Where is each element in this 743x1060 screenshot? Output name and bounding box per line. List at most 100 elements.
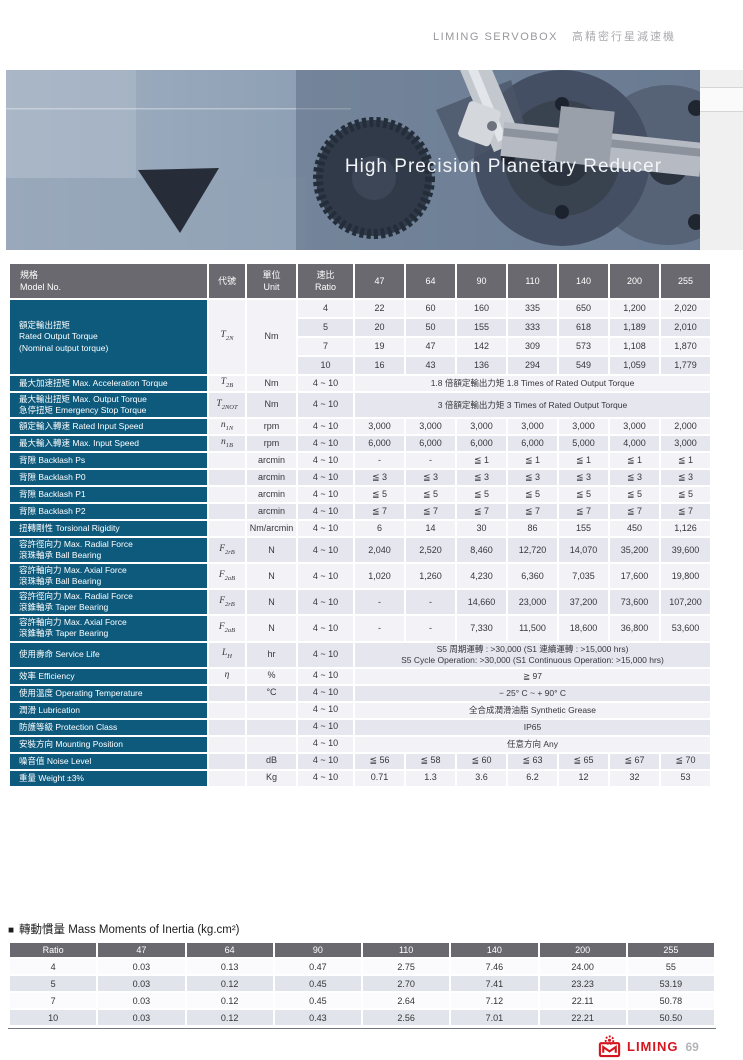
spec-cell-value: 6: [355, 521, 404, 537]
spec-cell-value: ≦ 3: [610, 470, 659, 486]
spec-cell-ratio: 4 ~ 10: [298, 719, 353, 735]
page-footer: LIMING 69: [597, 1034, 699, 1059]
inertia-cell: 0.03: [98, 959, 185, 974]
spec-header-ratio: 速比 Ratio: [298, 264, 353, 298]
spec-cell-value: ≦ 67: [610, 753, 659, 769]
spec-cell-ratio: 4 ~ 10: [298, 564, 353, 589]
spec-row-label: 容許徑向力 Max. Radial Force 滾珠軸承 Ball Bearing: [10, 538, 207, 563]
spec-row-unit: N: [247, 538, 296, 563]
inertia-cell: 0.45: [274, 993, 361, 1008]
spec-row: 額定輸入轉速 Rated Input Speed n1N rpm 4 ~ 10 3,00…: [10, 419, 710, 435]
spec-row: 容許徑向力 Max. Radial Force 滾珠軸承 Ball Bearing…: [10, 538, 710, 563]
spec-row-label: 防護等級 Protection Class: [10, 719, 207, 735]
spec-cell-value: 3,000: [406, 419, 455, 435]
spec-cell-value: ≦ 7: [559, 504, 608, 520]
spec-cell-value: 1,059: [610, 357, 659, 374]
spec-row: 額定輸出扭矩 Rated Output Torque (Nominal output…: [10, 300, 710, 374]
spec-cell-ratio: 4 ~ 10: [298, 419, 353, 435]
spec-cell-value: 650: [559, 300, 608, 317]
spec-cell-value: 160: [457, 300, 506, 317]
spec-row-unit: [247, 719, 296, 735]
spec-row-unit: dB: [247, 753, 296, 769]
inertia-title: ■ 轉動慣量 Mass Moments of Inertia (kg.cm²): [8, 921, 716, 937]
spec-cell-value: 14,660: [457, 590, 506, 615]
spec-cell-ratio: 4 ~ 10: [298, 590, 353, 615]
spec-cell-value: 50: [406, 319, 455, 336]
spec-cell-value: ≦ 60: [457, 753, 506, 769]
inertia-row: 5 0.03 0.12 0.45 2.70 7.41 23.23 53.19: [10, 976, 714, 991]
spec-row-unit: rpm: [247, 419, 296, 435]
spec-cell-value: 5,000: [559, 436, 608, 452]
spec-cell-value: 1,200: [610, 300, 659, 317]
spec-cell-ratio: 4 ~ 10: [298, 616, 353, 641]
spec-row: 背隙 Backlash P2 arcmin 4 ~ 10 ≦ 7 ≦ 7 ≦ 7 ≦ 7 ≦ …: [10, 504, 710, 520]
spec-header-model-size: 64: [406, 264, 455, 298]
spec-header-model-size: 90: [457, 264, 506, 298]
spec-cell-value: 3.6: [457, 770, 506, 786]
spec-cell-value: 1,870: [661, 338, 710, 355]
spec-cell-value: ≦ 3: [406, 470, 455, 486]
spec-cell-value: ≦ 1: [457, 453, 506, 469]
spec-cell-value: 1,020: [355, 564, 404, 589]
spec-cell-value: 1,260: [406, 564, 455, 589]
spec-cell-span: 全合成潤滑油脂 Synthetic Grease: [355, 702, 710, 718]
spec-row-code: [209, 685, 245, 701]
spec-cell-ratio: 4 ~ 10: [298, 736, 353, 752]
spec-cell-value: 6,000: [508, 436, 557, 452]
spec-row-label: 容許軸向力 Max. Axial Force 滾珠軸承 Ball Bearing: [10, 564, 207, 589]
side-tab: [700, 87, 743, 112]
spec-cell-ratio: 4 ~ 10: [298, 642, 353, 667]
spec-cell-value: 4,000: [610, 436, 659, 452]
spec-cell-span: 1.8 倍額定輸出力矩 1.8 Times of Rated Output To…: [355, 376, 710, 392]
inertia-cell: 0.13: [186, 959, 273, 974]
spec-row: 使用溫度 Operating Temperature °C 4 ~ 10− 25° …: [10, 685, 710, 701]
spec-row: 背隙 Backlash Ps arcmin 4 ~ 10- - ≦ 1 ≦ 1 ≦ 1 ≦ 1…: [10, 453, 710, 469]
spec-cell-value: 6,360: [508, 564, 557, 589]
inertia-cell: 7: [10, 993, 97, 1008]
spec-cell-value: 60: [406, 300, 455, 317]
spec-cell-value: ≦ 5: [355, 487, 404, 503]
spec-cell-value: ≦ 1: [559, 453, 608, 469]
spec-table: 規格 Model No. 代號 單位 Unit 速比 Ratio 47 64 90 1…: [8, 262, 712, 788]
inertia-cell: 0.43: [274, 1010, 361, 1025]
spec-cell-value: ≦ 70: [661, 753, 710, 769]
spec-row-label: 背隙 Backlash P1: [10, 487, 207, 503]
spec-cell-value: 7,035: [559, 564, 608, 589]
spec-cell-value: 3,000: [661, 436, 710, 452]
spec-cell-value: ≦ 3: [457, 470, 506, 486]
inertia-cell: 2.70: [363, 976, 450, 991]
spec-cell-value: 12: [559, 770, 608, 786]
spec-cell-ratio: 10: [298, 357, 353, 374]
spec-cell-value: 73,600: [610, 590, 659, 615]
spec-cell-value: 20: [355, 319, 404, 336]
spec-cell-value: ≦ 3: [508, 470, 557, 486]
spec-row-unit: Nm: [247, 300, 296, 374]
spec-row-code: n1B: [209, 436, 245, 452]
spec-cell-span: S5 周期運轉 : >30,000 (S1 連續運轉 : >15,000 hrs…: [355, 642, 710, 667]
spec-row-code: [209, 736, 245, 752]
liming-logo-icon: [598, 1035, 621, 1058]
spec-row-unit: Kg: [247, 770, 296, 786]
inertia-header-cell: Ratio: [10, 943, 97, 957]
spec-cell-value: 6,000: [355, 436, 404, 452]
spec-row-code: [209, 702, 245, 718]
spec-header-model-size: 47: [355, 264, 404, 298]
spec-row-code: [209, 719, 245, 735]
spec-cell-ratio: 4 ~ 10: [298, 470, 353, 486]
spec-row-label: 額定輸出扭矩 Rated Output Torque (Nominal output…: [10, 300, 207, 374]
spec-cell-value: 35,200: [610, 538, 659, 563]
spec-cell-value: ≦ 65: [559, 753, 608, 769]
spec-cell-ratio: 4: [298, 300, 353, 317]
spec-row-unit: Nm/arcmin: [247, 521, 296, 537]
spec-row-unit: Nm: [247, 376, 296, 392]
inertia-title-text: 轉動慣量 Mass Moments of Inertia (kg.cm²): [19, 924, 240, 936]
spec-cell-value: ≦ 5: [559, 487, 608, 503]
machinery-photo-illustration: [6, 70, 700, 250]
inertia-cell: 0.12: [186, 993, 273, 1008]
spec-cell-ratio: 4 ~ 10: [298, 436, 353, 452]
spec-row-code: F2rB: [209, 538, 245, 563]
spec-row-code: LH: [209, 642, 245, 667]
spec-row-unit: N: [247, 564, 296, 589]
spec-cell-value: 155: [559, 521, 608, 537]
spec-cell-value: 573: [559, 338, 608, 355]
